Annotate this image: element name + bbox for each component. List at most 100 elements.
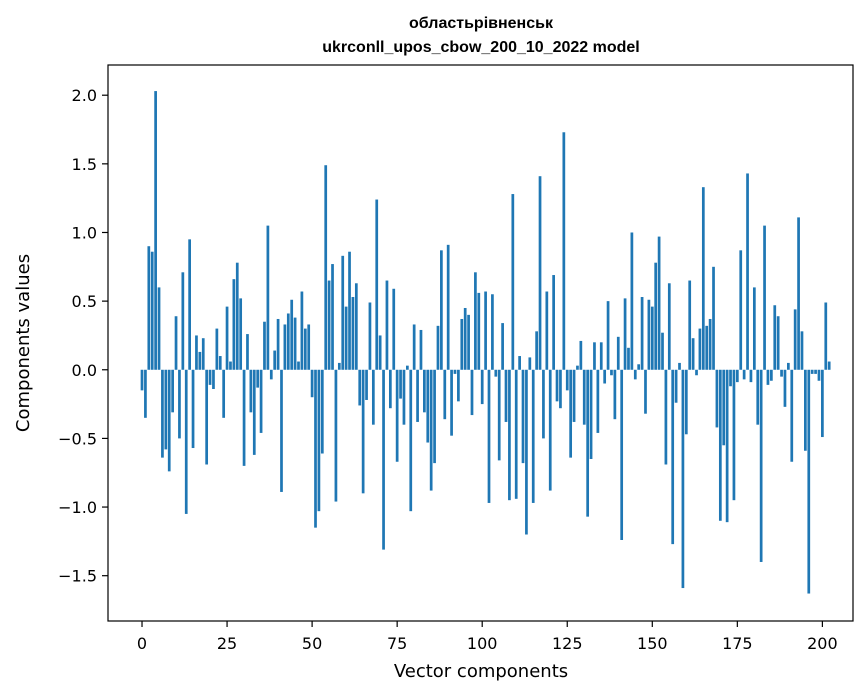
bar bbox=[409, 369, 413, 512]
bar bbox=[770, 369, 773, 381]
bar bbox=[402, 369, 406, 425]
bar bbox=[800, 331, 804, 370]
bar bbox=[552, 275, 555, 370]
bar bbox=[586, 369, 590, 517]
bar bbox=[235, 262, 239, 370]
bar bbox=[501, 323, 504, 370]
bar bbox=[787, 362, 790, 370]
bar bbox=[242, 369, 246, 466]
bar bbox=[225, 306, 229, 370]
bar bbox=[416, 369, 419, 422]
bar bbox=[695, 369, 698, 376]
bar bbox=[814, 369, 817, 374]
bar bbox=[395, 369, 399, 462]
bar bbox=[378, 335, 382, 370]
bar bbox=[140, 369, 144, 391]
chart-title-line-1: областьрівненськ bbox=[409, 15, 554, 32]
bar bbox=[198, 351, 202, 370]
bar bbox=[494, 369, 498, 377]
bar bbox=[239, 298, 243, 370]
y-tick-label: 1.0 bbox=[72, 223, 97, 242]
bar bbox=[525, 369, 528, 535]
bar bbox=[810, 369, 814, 374]
bar bbox=[470, 369, 474, 416]
bar bbox=[708, 318, 712, 370]
bar bbox=[647, 299, 651, 370]
bar bbox=[661, 332, 664, 370]
bar bbox=[610, 369, 613, 376]
bar bbox=[593, 342, 596, 370]
bar bbox=[732, 369, 736, 501]
bar bbox=[780, 369, 783, 377]
bar bbox=[630, 232, 634, 370]
bar bbox=[229, 361, 232, 370]
bar bbox=[320, 369, 324, 454]
bar bbox=[273, 350, 277, 370]
bar bbox=[144, 369, 147, 418]
bar bbox=[576, 365, 579, 370]
bar bbox=[783, 369, 787, 407]
x-tick-label: 175 bbox=[722, 634, 753, 653]
bar bbox=[650, 306, 654, 370]
bar bbox=[559, 369, 562, 409]
bar bbox=[674, 369, 678, 403]
bar bbox=[627, 347, 630, 370]
bar bbox=[684, 369, 688, 435]
bar bbox=[348, 251, 351, 370]
bar bbox=[817, 369, 821, 381]
bar bbox=[450, 369, 453, 436]
bar bbox=[303, 328, 307, 370]
bar bbox=[562, 132, 566, 370]
bar bbox=[511, 194, 515, 370]
bar bbox=[385, 280, 389, 370]
bar bbox=[807, 369, 811, 594]
bar bbox=[752, 287, 756, 370]
bar bbox=[269, 369, 273, 380]
bar bbox=[215, 328, 219, 370]
bar bbox=[542, 369, 545, 439]
y-tick-label: 0.5 bbox=[72, 292, 97, 311]
bar bbox=[317, 369, 321, 512]
bar bbox=[382, 369, 385, 550]
bar bbox=[344, 306, 348, 370]
bar bbox=[797, 217, 800, 370]
bar bbox=[218, 356, 222, 370]
bar bbox=[337, 362, 341, 370]
bar bbox=[266, 225, 270, 370]
bar bbox=[582, 369, 586, 425]
bar bbox=[474, 272, 477, 370]
bar bbox=[161, 369, 164, 458]
bar bbox=[324, 165, 328, 370]
bar bbox=[633, 369, 637, 380]
bar bbox=[555, 369, 559, 402]
bar bbox=[150, 251, 154, 370]
bar bbox=[667, 283, 671, 370]
x-tick-label: 100 bbox=[467, 634, 498, 653]
y-tick-label: 1.5 bbox=[72, 155, 97, 174]
bar bbox=[423, 369, 426, 413]
bar bbox=[351, 297, 355, 370]
y-tick-label: 2.0 bbox=[72, 86, 97, 105]
bar bbox=[712, 266, 715, 370]
bar bbox=[572, 369, 576, 422]
bar bbox=[491, 294, 494, 370]
bar bbox=[436, 325, 440, 370]
bar bbox=[514, 369, 518, 499]
bar bbox=[164, 369, 168, 450]
bar bbox=[681, 369, 685, 589]
y-axis-label: Components values bbox=[13, 254, 34, 432]
x-tick-label: 150 bbox=[637, 634, 668, 653]
bar bbox=[276, 318, 280, 370]
bar bbox=[824, 302, 828, 370]
bar bbox=[678, 362, 681, 370]
bar bbox=[620, 369, 624, 540]
bar bbox=[354, 283, 358, 370]
bar bbox=[286, 313, 290, 370]
bar bbox=[698, 328, 702, 370]
bar bbox=[827, 361, 831, 370]
bar bbox=[688, 280, 692, 370]
bar bbox=[263, 321, 266, 370]
bar bbox=[195, 335, 198, 370]
bar bbox=[426, 369, 430, 443]
bar bbox=[739, 250, 743, 370]
